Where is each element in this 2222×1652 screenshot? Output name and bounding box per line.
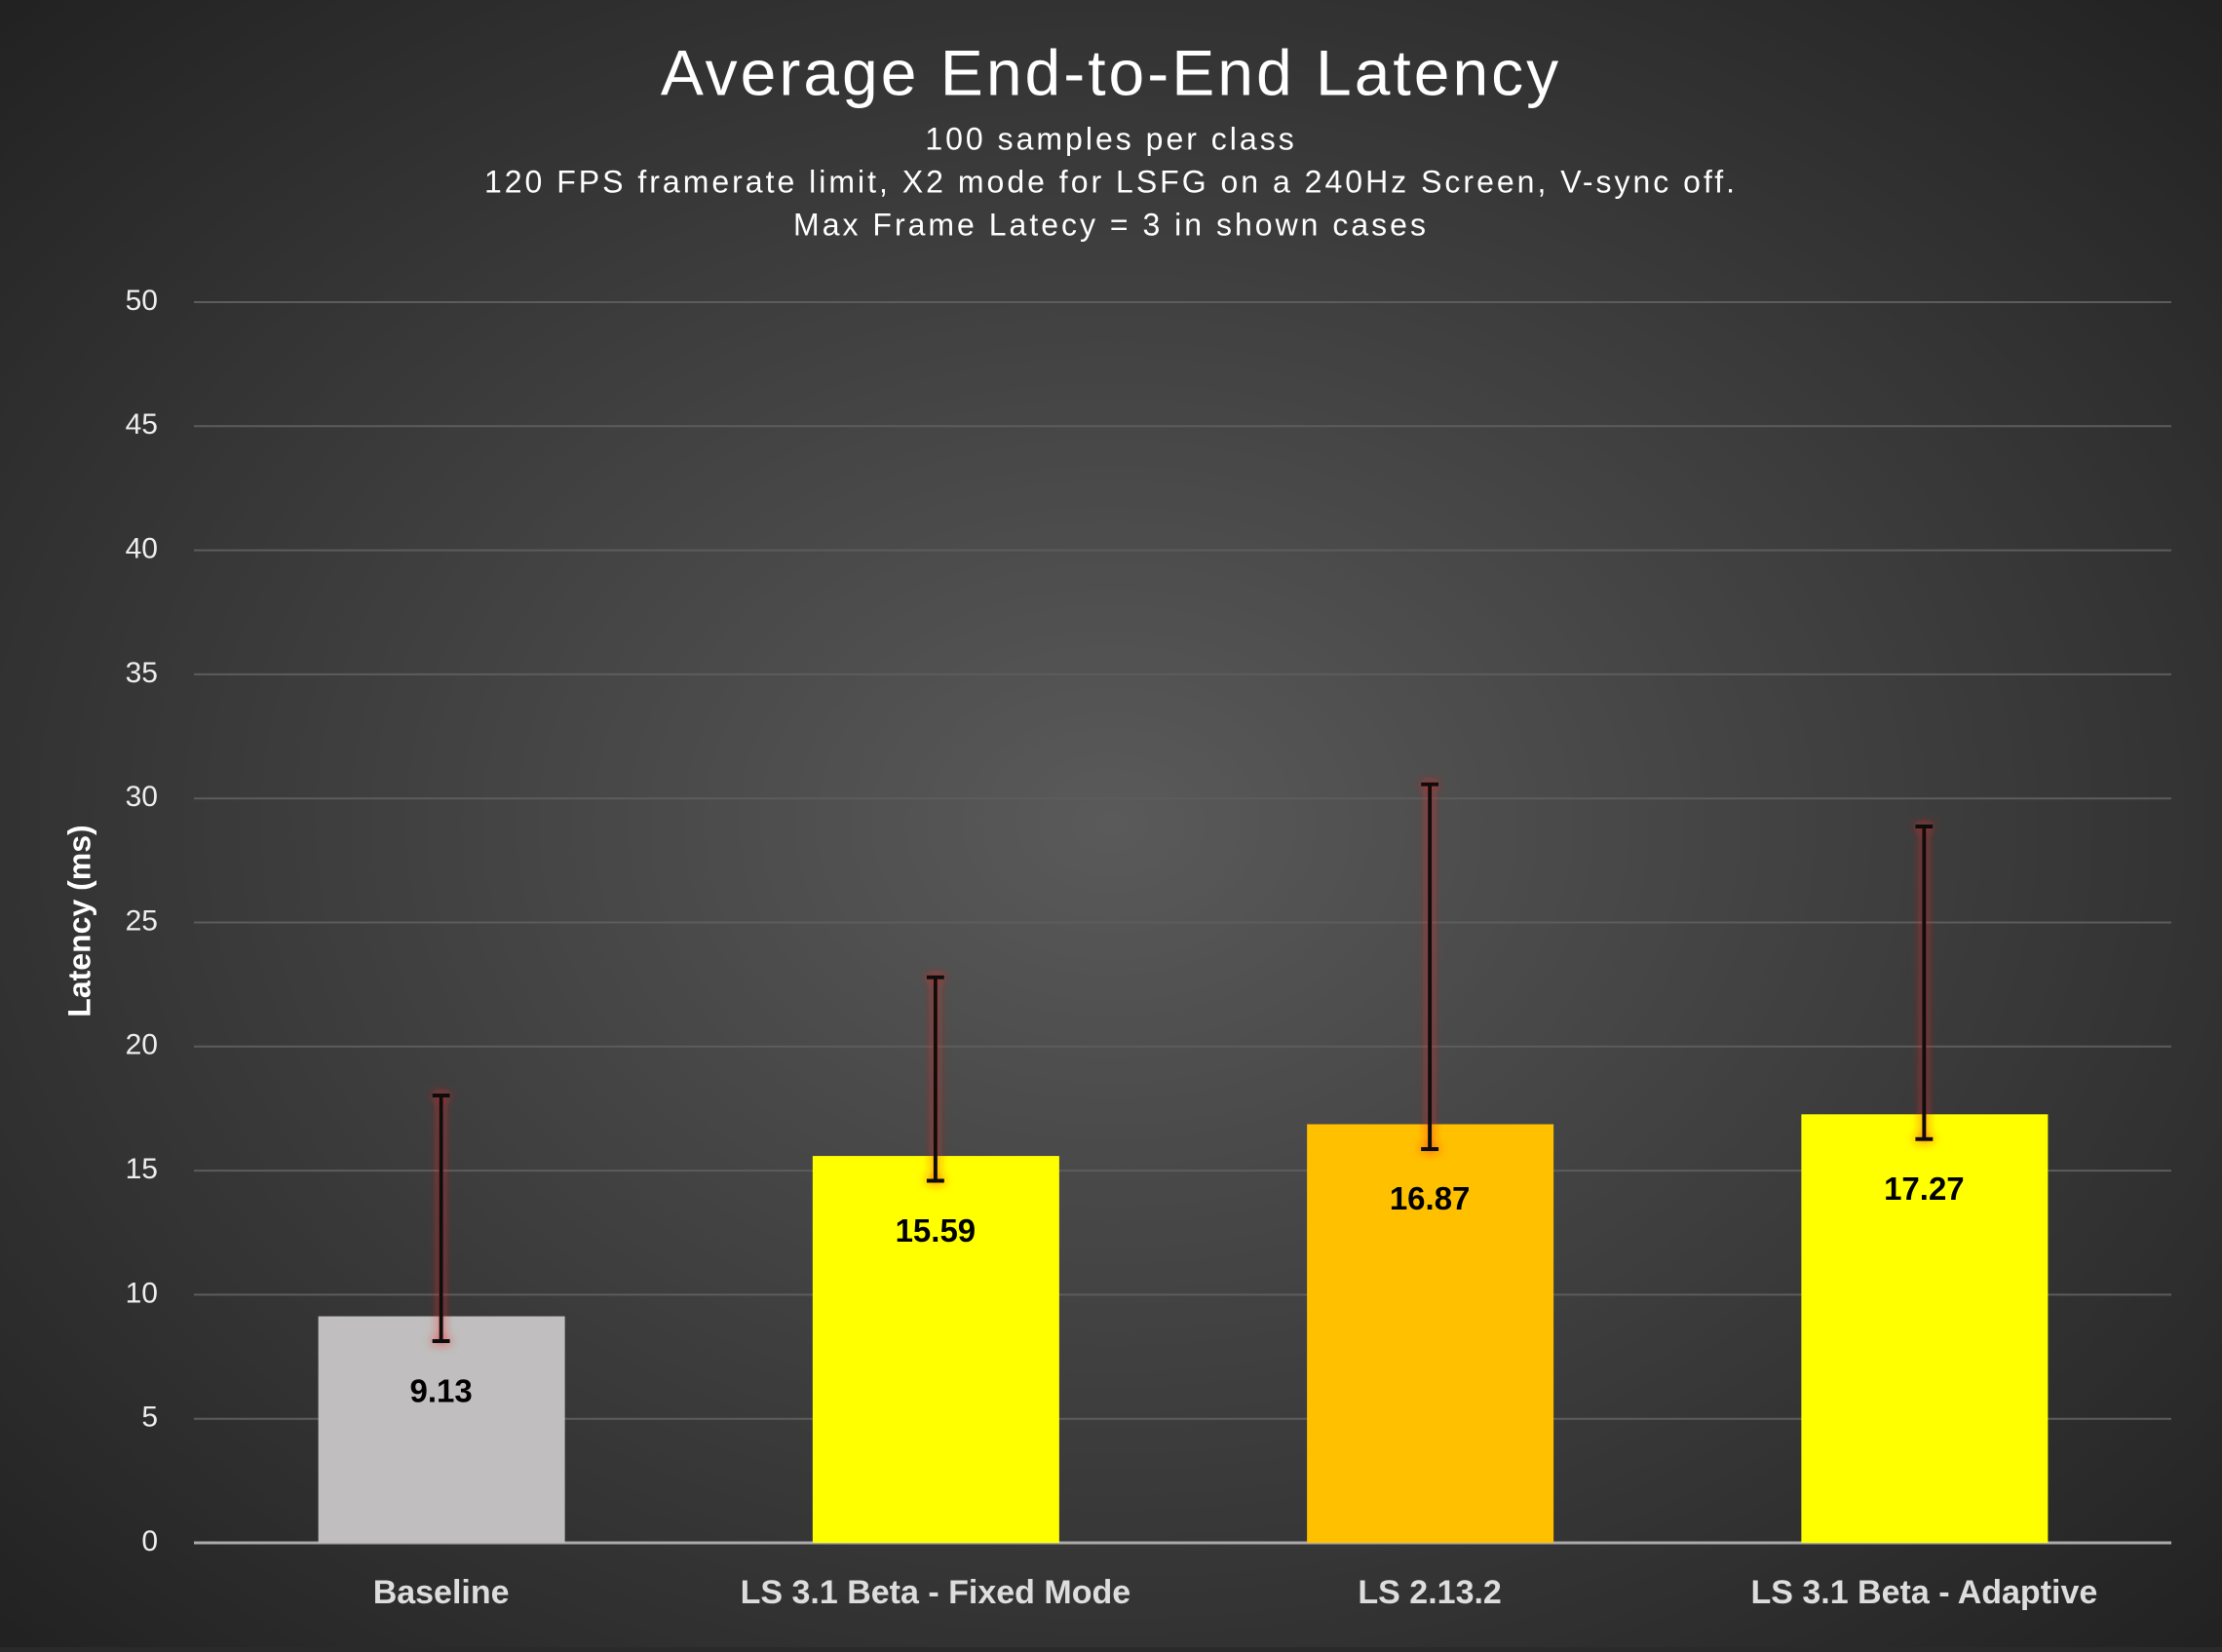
y-tick-label: 35 bbox=[126, 657, 158, 689]
y-tick-label: 5 bbox=[141, 1402, 158, 1434]
y-axis-label: Latency (ms) bbox=[61, 825, 96, 1017]
chart-title: Average End-to-End Latency bbox=[661, 36, 1561, 108]
subtitle: 120 FPS framerate limit, X2 mode for LSF… bbox=[484, 164, 1738, 199]
value-label: 17.27 bbox=[1884, 1171, 1965, 1207]
value-label: 16.87 bbox=[1390, 1180, 1471, 1216]
y-tick-label: 20 bbox=[126, 1029, 158, 1061]
y-tick-label: 30 bbox=[126, 781, 158, 813]
y-tick-label: 0 bbox=[141, 1525, 158, 1557]
y-tick-label: 40 bbox=[126, 533, 158, 565]
y-tick-label: 25 bbox=[126, 904, 158, 937]
error-bar bbox=[1421, 782, 1439, 1151]
y-tick-label: 50 bbox=[126, 285, 158, 317]
y-tick-label: 10 bbox=[126, 1277, 158, 1309]
value-label: 15.59 bbox=[896, 1212, 977, 1249]
bar bbox=[1307, 1124, 1554, 1543]
error-bar bbox=[432, 1093, 450, 1344]
bar bbox=[318, 1316, 565, 1543]
error-bar bbox=[926, 975, 944, 1183]
bar bbox=[812, 1156, 1059, 1543]
subtitle: Max Frame Latecy = 3 in shown cases bbox=[793, 207, 1429, 242]
error-bar bbox=[1915, 824, 1934, 1141]
value-label: 9.13 bbox=[410, 1372, 473, 1408]
bar bbox=[1801, 1114, 2049, 1543]
x-tick-label: LS 3.1 Beta - Fixed Mode bbox=[741, 1574, 1131, 1611]
x-tick-label: LS 2.13.2 bbox=[1358, 1574, 1501, 1611]
x-tick-label: Baseline bbox=[373, 1574, 510, 1611]
y-tick-label: 15 bbox=[126, 1153, 158, 1185]
y-tick-label: 45 bbox=[126, 408, 158, 441]
subtitle: 100 samples per class bbox=[925, 121, 1296, 156]
x-tick-label: LS 3.1 Beta - Adaptive bbox=[1750, 1574, 2097, 1611]
